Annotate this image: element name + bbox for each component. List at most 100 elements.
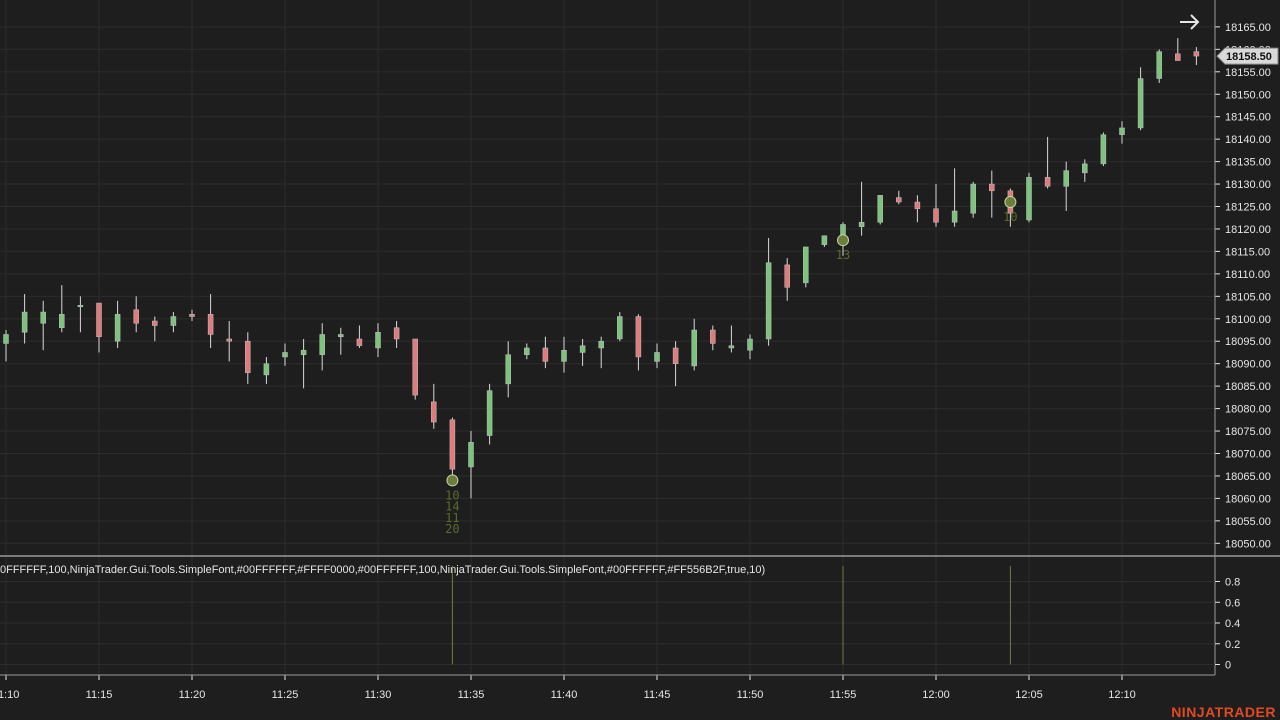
candle-body	[468, 442, 474, 468]
candle-body	[1137, 78, 1144, 129]
candlestick-series	[3, 38, 1200, 499]
price-tick-label: 18060.00	[1225, 493, 1271, 505]
candle-body	[933, 208, 939, 223]
brand-logo: NINJATRADER	[1171, 704, 1276, 720]
candle-body	[858, 221, 865, 227]
price-tick-label: 18100.00	[1225, 314, 1271, 326]
candle-body	[970, 183, 976, 214]
indicator-tick-label: 0.2	[1225, 639, 1240, 651]
price-tick-label: 18165.00	[1225, 22, 1271, 34]
marker-label: 13	[836, 248, 850, 262]
price-tick-label: 18150.00	[1225, 89, 1271, 101]
time-tick-label: 11:55	[830, 689, 857, 701]
signal-marker	[837, 234, 849, 247]
price-tick-label: 18090.00	[1225, 359, 1271, 371]
marker-label: 14	[445, 500, 459, 514]
time-axis[interactable]: 11:10 11:15 11:20 11:25 11:30 11:35 11:40 11:45…	[0, 674, 1215, 701]
candle-body	[96, 302, 102, 337]
time-tick-label: 11:35	[458, 689, 485, 701]
last-price-label: 18158.50	[1226, 51, 1272, 63]
candle-body	[338, 334, 344, 337]
indicator-panel: 0FFFFFF,100,NinjaTrader.Gui.Tools.Simple…	[0, 564, 1240, 672]
candle-body	[300, 349, 307, 355]
candle-body	[542, 347, 549, 362]
indicator-tick-label: 0.4	[1225, 618, 1240, 630]
candle-body	[431, 401, 437, 423]
time-tick-label: 11:50	[737, 689, 764, 701]
indicator-tick-label: 0.6	[1225, 597, 1240, 609]
candle-body	[1156, 51, 1162, 79]
candle-body	[207, 314, 214, 335]
candle-body	[1100, 134, 1107, 165]
time-tick-label: 11:10	[0, 689, 19, 701]
candle-body	[77, 305, 84, 308]
candle-body	[114, 314, 121, 342]
price-tick-label: 18105.00	[1225, 291, 1271, 303]
price-tick-label: 18145.00	[1225, 112, 1271, 124]
arrow-right-icon[interactable]	[1180, 14, 1200, 30]
candle-body	[263, 363, 270, 376]
candle-body	[356, 338, 363, 346]
candle-body	[393, 327, 400, 340]
price-tick-label: 18050.00	[1225, 538, 1271, 550]
time-tick-label: 12:00	[922, 689, 950, 701]
price-axis[interactable]: 18165.0018160.0018155.0018150.0018145.00…	[1214, 0, 1271, 675]
candle-body	[747, 338, 753, 351]
candle-body	[896, 197, 902, 203]
candle-body	[226, 338, 232, 342]
candle-body	[989, 183, 995, 192]
price-tick-label: 18095.00	[1225, 336, 1271, 348]
candle-body	[505, 354, 511, 385]
candle-body	[710, 329, 716, 344]
candle-body	[1082, 163, 1088, 174]
price-tick-label: 18085.00	[1225, 381, 1271, 393]
candle-body	[21, 311, 28, 333]
price-tick-label: 18140.00	[1225, 134, 1271, 146]
candle-body	[877, 195, 883, 223]
candle-body	[59, 314, 65, 329]
candle-body	[170, 316, 177, 326]
candle-body	[598, 340, 604, 349]
last-price-box	[1216, 47, 1279, 65]
marker-label: 10	[1003, 210, 1017, 224]
signal-marker	[446, 474, 459, 487]
candle-body	[133, 309, 139, 324]
candle-body	[319, 334, 325, 355]
indicator-params-text: 0FFFFFF,100,NinjaTrader.Gui.Tools.Simple…	[0, 564, 765, 576]
candle-body	[821, 235, 828, 245]
candle-body	[1119, 127, 1125, 135]
candle-body	[691, 329, 697, 367]
candle-body	[728, 345, 735, 349]
price-tick-label: 18155.00	[1225, 67, 1271, 79]
time-tick-label: 11:45	[644, 689, 671, 701]
grid	[0, 0, 1215, 675]
candle-body	[1044, 177, 1051, 187]
candle-body	[40, 311, 46, 324]
candle-body	[1063, 170, 1069, 187]
marker-label: 11	[445, 511, 459, 525]
candle-body	[449, 419, 456, 470]
price-tick-label: 18080.00	[1225, 404, 1271, 416]
indicator-tick-label: 0.8	[1225, 577, 1240, 589]
time-tick-label: 11:15	[86, 689, 113, 701]
price-tick-label: 18110.00	[1225, 269, 1270, 281]
candle-body	[412, 338, 418, 396]
price-tick-label: 18065.00	[1225, 471, 1271, 483]
price-tick-label: 18115.00	[1225, 246, 1270, 258]
candle-body	[672, 347, 679, 364]
candle-body	[579, 345, 586, 353]
candle-body	[282, 352, 288, 358]
candle-body	[617, 316, 623, 340]
time-tick-label: 11:25	[272, 689, 299, 701]
candle-body	[152, 320, 158, 326]
candle-body	[189, 314, 195, 317]
price-tick-label: 18125.00	[1225, 202, 1271, 214]
candle-body	[245, 340, 251, 373]
candle-body	[1026, 177, 1032, 221]
marker-label: 20	[445, 522, 459, 536]
candle-body	[1193, 51, 1200, 57]
price-tick-label: 18070.00	[1225, 448, 1271, 460]
